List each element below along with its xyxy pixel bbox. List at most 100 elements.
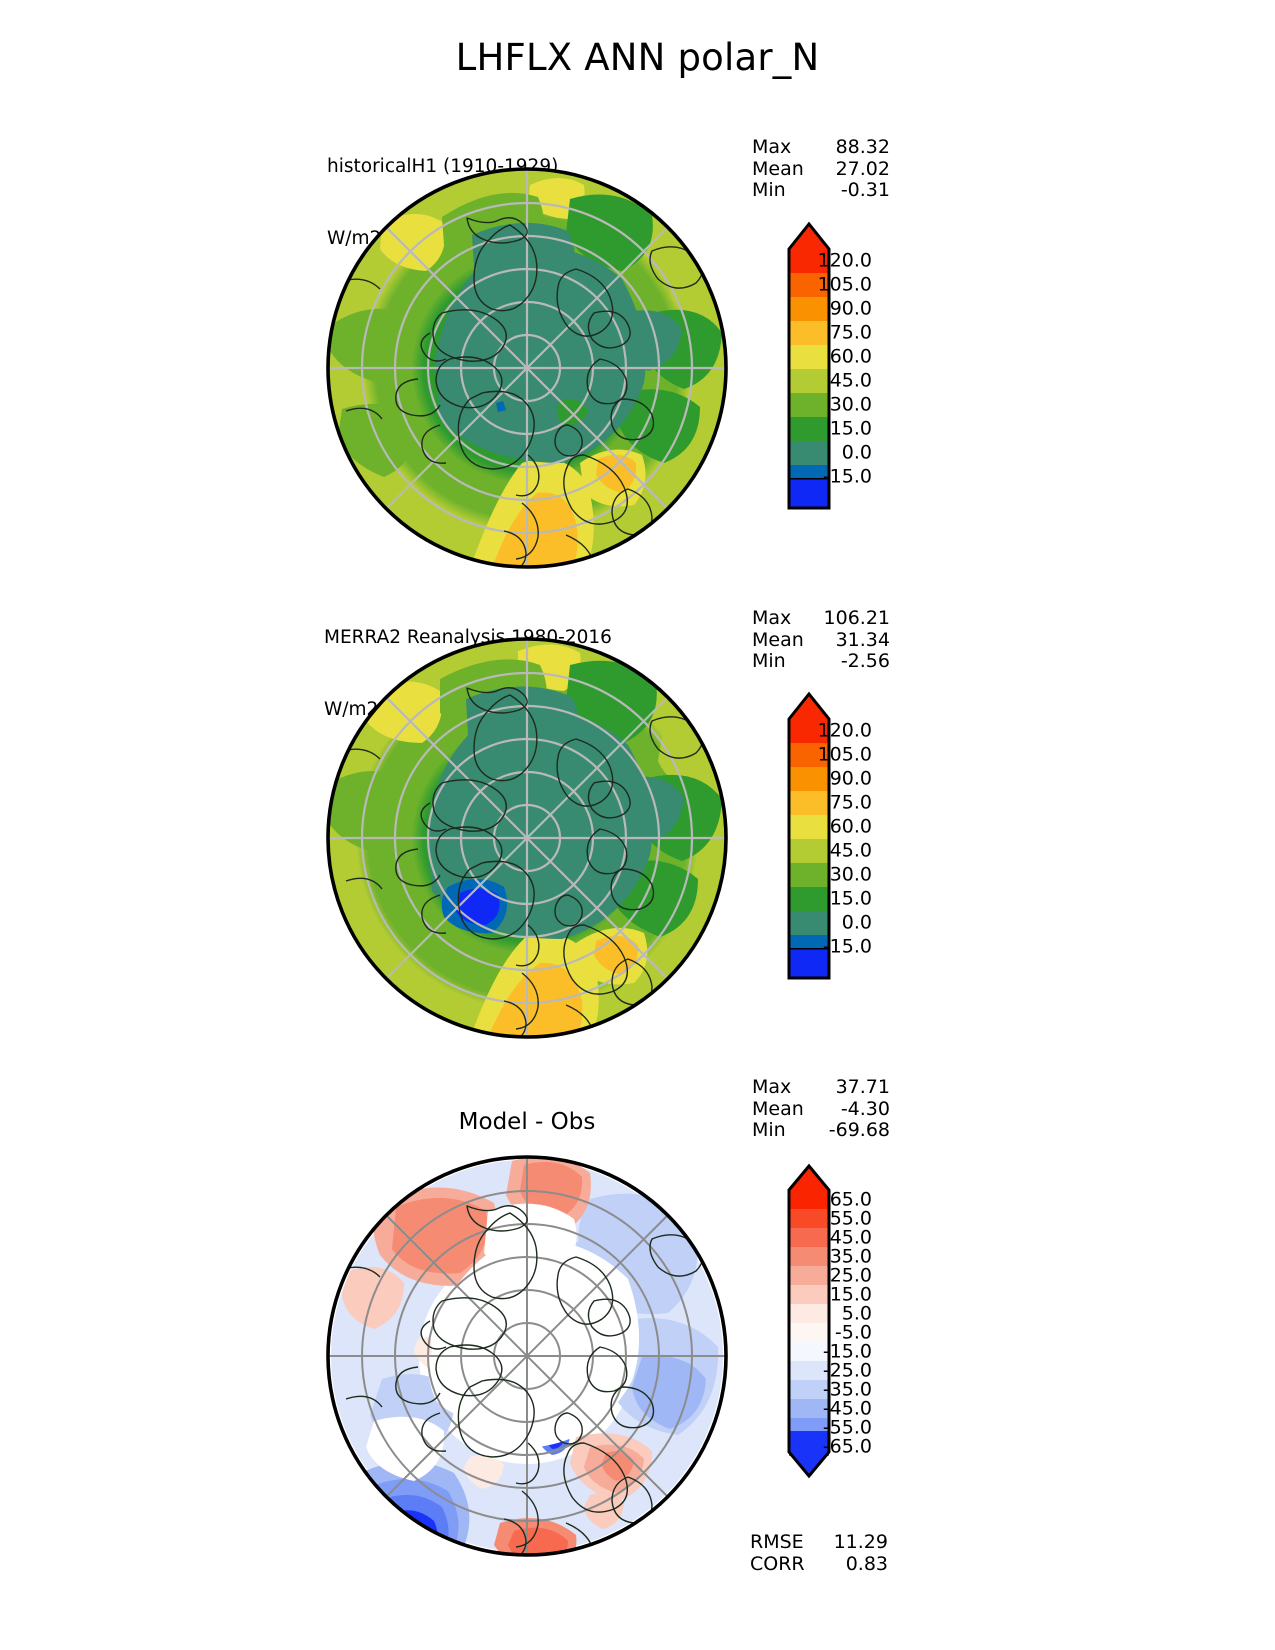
stat-value: -69.68 bbox=[828, 1119, 890, 1141]
stat-value: 31.34 bbox=[835, 628, 890, 651]
panel-diff-header: Model - Obs bbox=[317, 1062, 737, 1182]
cbar-tick: 45.0 bbox=[829, 1226, 872, 1249]
cbar-tick: 0.0 bbox=[841, 911, 872, 934]
map-coastlines bbox=[335, 1196, 705, 1555]
cbar-tick: 5.0 bbox=[841, 1302, 872, 1325]
stat-row-mean: Mean -4.30 bbox=[752, 1097, 890, 1121]
cbar-tick: -65.0 bbox=[822, 1435, 872, 1458]
polar-map-diff-svg bbox=[326, 1155, 728, 1557]
colorbar-obs-bands bbox=[789, 694, 829, 954]
colorbar-diff-labels: 65.0 55.0 45.0 35.0 25.0 15.0 5.0 -5.0 -… bbox=[802, 1160, 872, 1482]
cbar-tick: 60.0 bbox=[829, 345, 872, 368]
footer-label: RMSE bbox=[750, 1531, 804, 1553]
cbar-tick: -15.0 bbox=[822, 935, 872, 958]
cbar-tick: 0.0 bbox=[841, 441, 872, 464]
stat-label: Max bbox=[752, 1076, 792, 1098]
colorbar-diff-svg bbox=[787, 1163, 831, 1479]
cbar-tick: 30.0 bbox=[829, 393, 872, 416]
stat-row-max: Max 37.71 bbox=[752, 1076, 890, 1099]
colorbar-obs bbox=[786, 688, 832, 960]
polar-map-diff bbox=[322, 1151, 732, 1561]
stat-label: Max bbox=[752, 607, 792, 629]
colorbar-model-bottom-svg bbox=[787, 478, 831, 510]
footer-skill-stats: RMSE 11.29 CORR 0.83 bbox=[750, 1531, 888, 1576]
cbar-tick: 45.0 bbox=[829, 369, 872, 392]
stat-label: Mean bbox=[752, 157, 804, 180]
cbar-tick: 120.0 bbox=[817, 249, 872, 272]
stat-row-min: Min -69.68 bbox=[752, 1119, 890, 1142]
colorbar-diff bbox=[786, 1160, 832, 1482]
cbar-tick: 45.0 bbox=[829, 839, 872, 862]
footer-value: 0.83 bbox=[845, 1552, 888, 1575]
cbar-tick: -5.0 bbox=[834, 1321, 872, 1344]
colorbar-obs-svg bbox=[787, 691, 831, 956]
panel-obs-stats: Max 106.21 Mean 31.34 Min -2.56 bbox=[752, 607, 890, 673]
stat-label: Min bbox=[752, 179, 786, 201]
polar-map-model bbox=[322, 163, 732, 573]
footer-label: CORR bbox=[750, 1552, 805, 1575]
cbar-tick: 65.0 bbox=[829, 1188, 872, 1211]
stat-value: 88.32 bbox=[835, 136, 890, 158]
polar-map-obs-svg bbox=[326, 637, 728, 1039]
stat-value: 37.71 bbox=[835, 1076, 890, 1098]
stat-row-mean: Mean 27.02 bbox=[752, 157, 890, 181]
colorbar-model-labels: 120.0 105.0 90.0 75.0 60.0 45.0 30.0 15.… bbox=[802, 218, 872, 490]
polar-map-obs bbox=[322, 633, 732, 1043]
stat-value: -2.56 bbox=[840, 650, 890, 672]
stat-row-mean: Mean 31.34 bbox=[752, 628, 890, 652]
cbar-tick: 105.0 bbox=[817, 273, 872, 296]
colorbar-obs-bottom bbox=[786, 948, 832, 988]
map-coastlines bbox=[335, 678, 705, 1037]
cbar-tick: 90.0 bbox=[829, 767, 872, 790]
map-outline bbox=[326, 637, 728, 1039]
colorbar-obs-bottom-svg bbox=[787, 948, 831, 980]
cbar-tick: 60.0 bbox=[829, 815, 872, 838]
cbar-tick: 75.0 bbox=[829, 321, 872, 344]
map-outline bbox=[326, 1155, 728, 1557]
cbar-tick: -15.0 bbox=[822, 1340, 872, 1363]
cbar-tick: 90.0 bbox=[829, 297, 872, 320]
cbar-tick: 30.0 bbox=[829, 863, 872, 886]
page-title: LHFLX ANN polar_N bbox=[455, 36, 820, 79]
polar-map-model-svg bbox=[326, 167, 728, 569]
cbar-tick: 55.0 bbox=[829, 1207, 872, 1230]
panel-obs-header-line2: W/m2 bbox=[324, 699, 379, 720]
stat-label: Min bbox=[752, 1119, 786, 1141]
cbar-tick: -25.0 bbox=[822, 1359, 872, 1382]
stat-row-min: Min -0.31 bbox=[752, 179, 890, 202]
stat-value: -4.30 bbox=[840, 1097, 890, 1120]
colorbar-diff-bands bbox=[789, 1166, 829, 1476]
stat-value: -0.31 bbox=[840, 179, 890, 201]
stat-label: Mean bbox=[752, 628, 804, 651]
stat-value: 27.02 bbox=[835, 157, 890, 180]
cbar-tick: 15.0 bbox=[829, 417, 872, 440]
cbar-tick: 120.0 bbox=[817, 719, 872, 742]
stat-row-max: Max 88.32 bbox=[752, 136, 890, 159]
cbar-tick: -35.0 bbox=[822, 1378, 872, 1401]
cbar-tick: -15.0 bbox=[822, 465, 872, 488]
stat-label: Mean bbox=[752, 1097, 804, 1120]
footer-row-rmse: RMSE 11.29 bbox=[750, 1531, 888, 1554]
cbar-tick: 25.0 bbox=[829, 1264, 872, 1287]
cbar-tick: 105.0 bbox=[817, 743, 872, 766]
footer-row-corr: CORR 0.83 bbox=[750, 1552, 888, 1576]
colorbar-model bbox=[786, 218, 832, 490]
stat-label: Min bbox=[752, 650, 786, 672]
stat-value: 106.21 bbox=[823, 607, 890, 629]
cbar-tick: 35.0 bbox=[829, 1245, 872, 1268]
cbar-tick: 75.0 bbox=[829, 791, 872, 814]
colorbar-model-bands bbox=[789, 224, 829, 484]
cbar-tick: -45.0 bbox=[822, 1397, 872, 1420]
cbar-tick: 15.0 bbox=[829, 1283, 872, 1306]
colorbar-obs-labels: 120.0 105.0 90.0 75.0 60.0 45.0 30.0 15.… bbox=[802, 688, 872, 960]
cbar-tick: 15.0 bbox=[829, 887, 872, 910]
panel-diff-header-line1: Model - Obs bbox=[458, 1109, 596, 1135]
colorbar-model-bottom bbox=[786, 478, 832, 518]
panel-model-header-line2: W/m2 bbox=[327, 228, 382, 249]
panel-diff-stats: Max 37.71 Mean -4.30 Min -69.68 bbox=[752, 1076, 890, 1142]
stat-label: Max bbox=[752, 136, 792, 158]
map-outline bbox=[326, 167, 728, 569]
stat-row-min: Min -2.56 bbox=[752, 650, 890, 673]
panel-model-stats: Max 88.32 Mean 27.02 Min -0.31 bbox=[752, 136, 890, 202]
footer-value: 11.29 bbox=[833, 1531, 888, 1553]
